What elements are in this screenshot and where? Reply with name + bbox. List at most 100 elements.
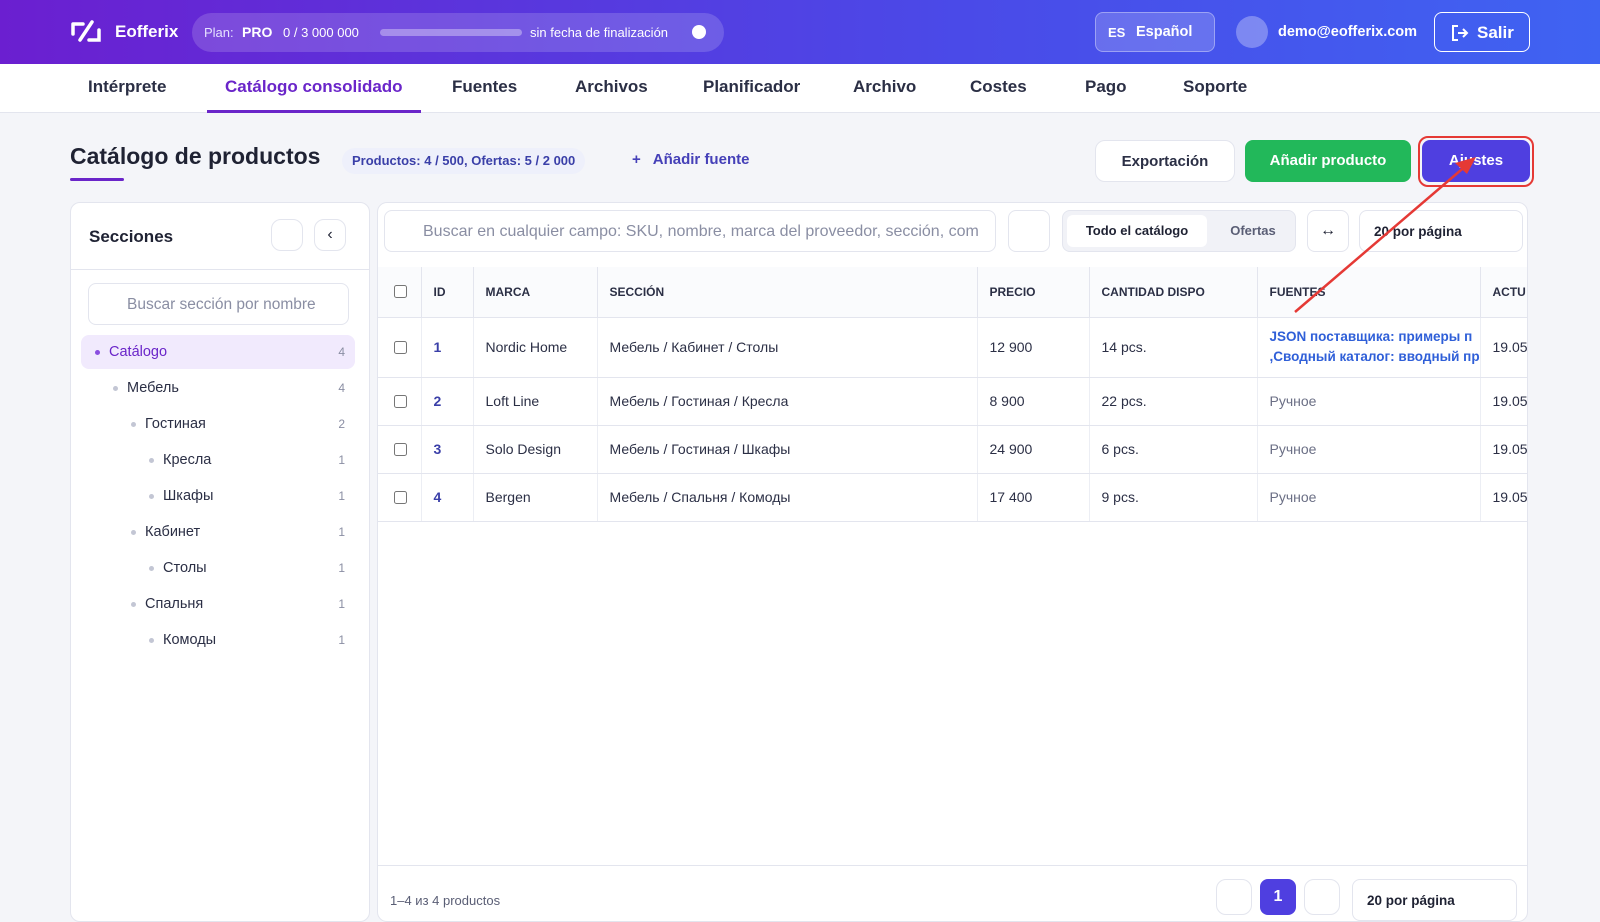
row-select[interactable] — [378, 473, 422, 522]
section-tree: Catálogo 4 Мебель 4 Гостиная 2 Кресла 1 Шкафы 1 Ка… — [71, 335, 369, 665]
collapse-button[interactable]: ‹ — [314, 219, 346, 251]
language-select[interactable]: ES Español — [1095, 12, 1215, 52]
footer-per-page-text: 20 por página — [1367, 893, 1455, 908]
column-header[interactable]: SECCIÓN — [597, 267, 978, 318]
logout: Salir — [1477, 23, 1514, 42]
nav-item[interactable]: Pago — [1085, 77, 1127, 96]
logout-icon — [1452, 25, 1469, 41]
add-product-button[interactable]: Añadir producto — [1245, 140, 1411, 182]
tree-item[interactable]: Catálogo 4 — [81, 335, 355, 369]
tree-label: Catálogo — [109, 344, 168, 360]
cell[interactable]: 1 — [421, 317, 474, 378]
search-box[interactable]: Buscar en cualquier campo: SKU, nombre, … — [384, 210, 996, 252]
cell: Мебель / Гостиная / Шкафы — [597, 425, 978, 474]
prev-page[interactable] — [1216, 879, 1252, 915]
nav-item[interactable]: Fuentes — [452, 77, 518, 96]
export-button[interactable]: Exportación — [1095, 140, 1235, 182]
tab-active[interactable]: Todo el catálogo — [1067, 215, 1207, 247]
column-header[interactable]: MARCA — [473, 267, 598, 318]
tree-item[interactable]: Кабинет 1 — [81, 515, 355, 549]
cell[interactable]: 3 — [421, 425, 474, 474]
highlight-box — [1418, 136, 1534, 187]
checkbox[interactable] — [394, 394, 407, 408]
tree-label: Спальня — [145, 596, 204, 612]
per-page-select[interactable]: 20 por página — [1359, 210, 1523, 252]
nav-item[interactable]: Intérprete — [88, 77, 167, 96]
tree-item[interactable]: Кресла 1 — [81, 443, 355, 477]
filter-button[interactable] — [1008, 210, 1050, 252]
column-header[interactable]: FUENTES — [1257, 267, 1481, 318]
nav-item[interactable]: Planificador — [703, 77, 801, 96]
tree-dot — [149, 566, 154, 571]
tree-count: 4 — [338, 345, 345, 359]
nav-item[interactable]: Soporte — [1183, 77, 1248, 96]
cell: Loft Line — [473, 377, 598, 426]
cell: Nordic Home — [473, 317, 598, 378]
tree-count: 2 — [338, 417, 345, 431]
checkbox[interactable] — [394, 442, 407, 456]
edit-button[interactable] — [271, 219, 303, 251]
tree-count: 1 — [338, 597, 345, 611]
usage-bar — [380, 29, 522, 36]
tree-item[interactable]: Шкафы 1 — [81, 479, 355, 513]
cell: 9 pcs. — [1089, 473, 1258, 522]
tree-count: 1 — [338, 453, 345, 467]
lang: Español — [1136, 24, 1193, 40]
logo-icon — [71, 20, 101, 42]
table-row: 1 Nordic Home Мебель / Кабинет / Столы 12 9… — [378, 317, 1527, 378]
column-header[interactable]: ACTU — [1480, 267, 1527, 318]
tree-dot — [149, 638, 154, 643]
plan-end: sin fecha de finalización — [530, 25, 669, 40]
tree-count: 1 — [338, 489, 345, 503]
plan-box: Plan: PRO 0 / 3 000 000 sin fecha de fin… — [192, 13, 724, 52]
column-header[interactable]: ID — [421, 267, 474, 318]
checkbox[interactable] — [394, 490, 407, 504]
cell: 22 pcs. — [1089, 377, 1258, 426]
tab[interactable]: Ofertas — [1230, 223, 1276, 238]
stats-badge: Productos: 4 / 500, Ofertas: 5 / 2 000 — [342, 148, 586, 174]
info-icon[interactable] — [692, 25, 706, 39]
column-header[interactable]: PRECIO — [977, 267, 1090, 318]
next-page[interactable] — [1304, 879, 1340, 915]
cell: 14 pcs. — [1089, 317, 1258, 378]
cell[interactable]: 2 — [421, 377, 474, 426]
cell[interactable]: JSON поставщика: примеры п ,Сводный ката… — [1257, 317, 1481, 378]
cell: Мебель / Спальня / Комоды — [597, 473, 978, 522]
header: Eofferix Plan: PRO 0 / 3 000 000 sin fec… — [0, 0, 1600, 64]
add-source-text: Añadir fuente — [652, 151, 750, 168]
tree-item[interactable]: Спальня 1 — [81, 587, 355, 621]
nav-item[interactable]: Archivo — [853, 77, 917, 96]
nav-bar: Intérprete Catálogo consolidado Fuentes Arc… — [0, 64, 1600, 113]
nav-item[interactable]: Catálogo consolidado — [207, 64, 421, 113]
cell[interactable]: 4 — [421, 473, 474, 522]
sidebar-title: Secciones — [89, 227, 174, 246]
footer-per-page[interactable]: 20 por página — [1352, 879, 1517, 921]
row-select[interactable] — [378, 425, 422, 474]
checkbox[interactable] — [394, 285, 407, 299]
column-header[interactable]: CANTIDAD DISPO — [1089, 267, 1258, 318]
tree-item[interactable]: Столы 1 — [81, 551, 355, 585]
page-title: Catálogo de productos — [70, 143, 321, 169]
add-source[interactable]: + Añadir fuente — [632, 151, 749, 168]
logout-button[interactable]: Salir — [1434, 12, 1530, 52]
tree-item[interactable]: Комоды 1 — [81, 623, 355, 657]
checkbox[interactable] — [394, 340, 407, 354]
cell: 19.05 — [1480, 425, 1527, 474]
select-all[interactable] — [378, 267, 422, 318]
tree-count: 1 — [338, 525, 345, 539]
page-number[interactable]: 1 — [1260, 879, 1296, 915]
cell: Мебель / Кабинет / Столы — [597, 317, 978, 378]
tree-dot — [131, 422, 136, 427]
tree-dot — [131, 602, 136, 607]
width-button[interactable]: ↔ — [1307, 210, 1349, 252]
row-select[interactable] — [378, 377, 422, 426]
tree-item[interactable]: Гостиная 2 — [81, 407, 355, 441]
row-select[interactable] — [378, 317, 422, 378]
nav-item[interactable]: Archivos — [575, 77, 648, 96]
section-search[interactable]: Buscar sección por nombre — [88, 283, 349, 325]
nav-item[interactable]: Costes — [970, 77, 1027, 96]
tree-label: Шкафы — [163, 488, 214, 504]
settings-button[interactable]: Ajustes — [1422, 140, 1530, 182]
cell: 17 400 — [977, 473, 1090, 522]
tree-item[interactable]: Мебель 4 — [81, 371, 355, 405]
